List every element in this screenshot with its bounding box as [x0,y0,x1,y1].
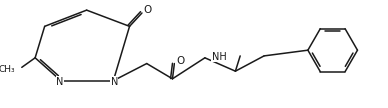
Text: NH: NH [211,52,226,62]
Text: O: O [144,5,152,15]
Text: O: O [176,56,184,66]
Text: N: N [111,77,118,87]
Text: CH₃: CH₃ [0,65,15,74]
Text: N: N [56,77,64,87]
